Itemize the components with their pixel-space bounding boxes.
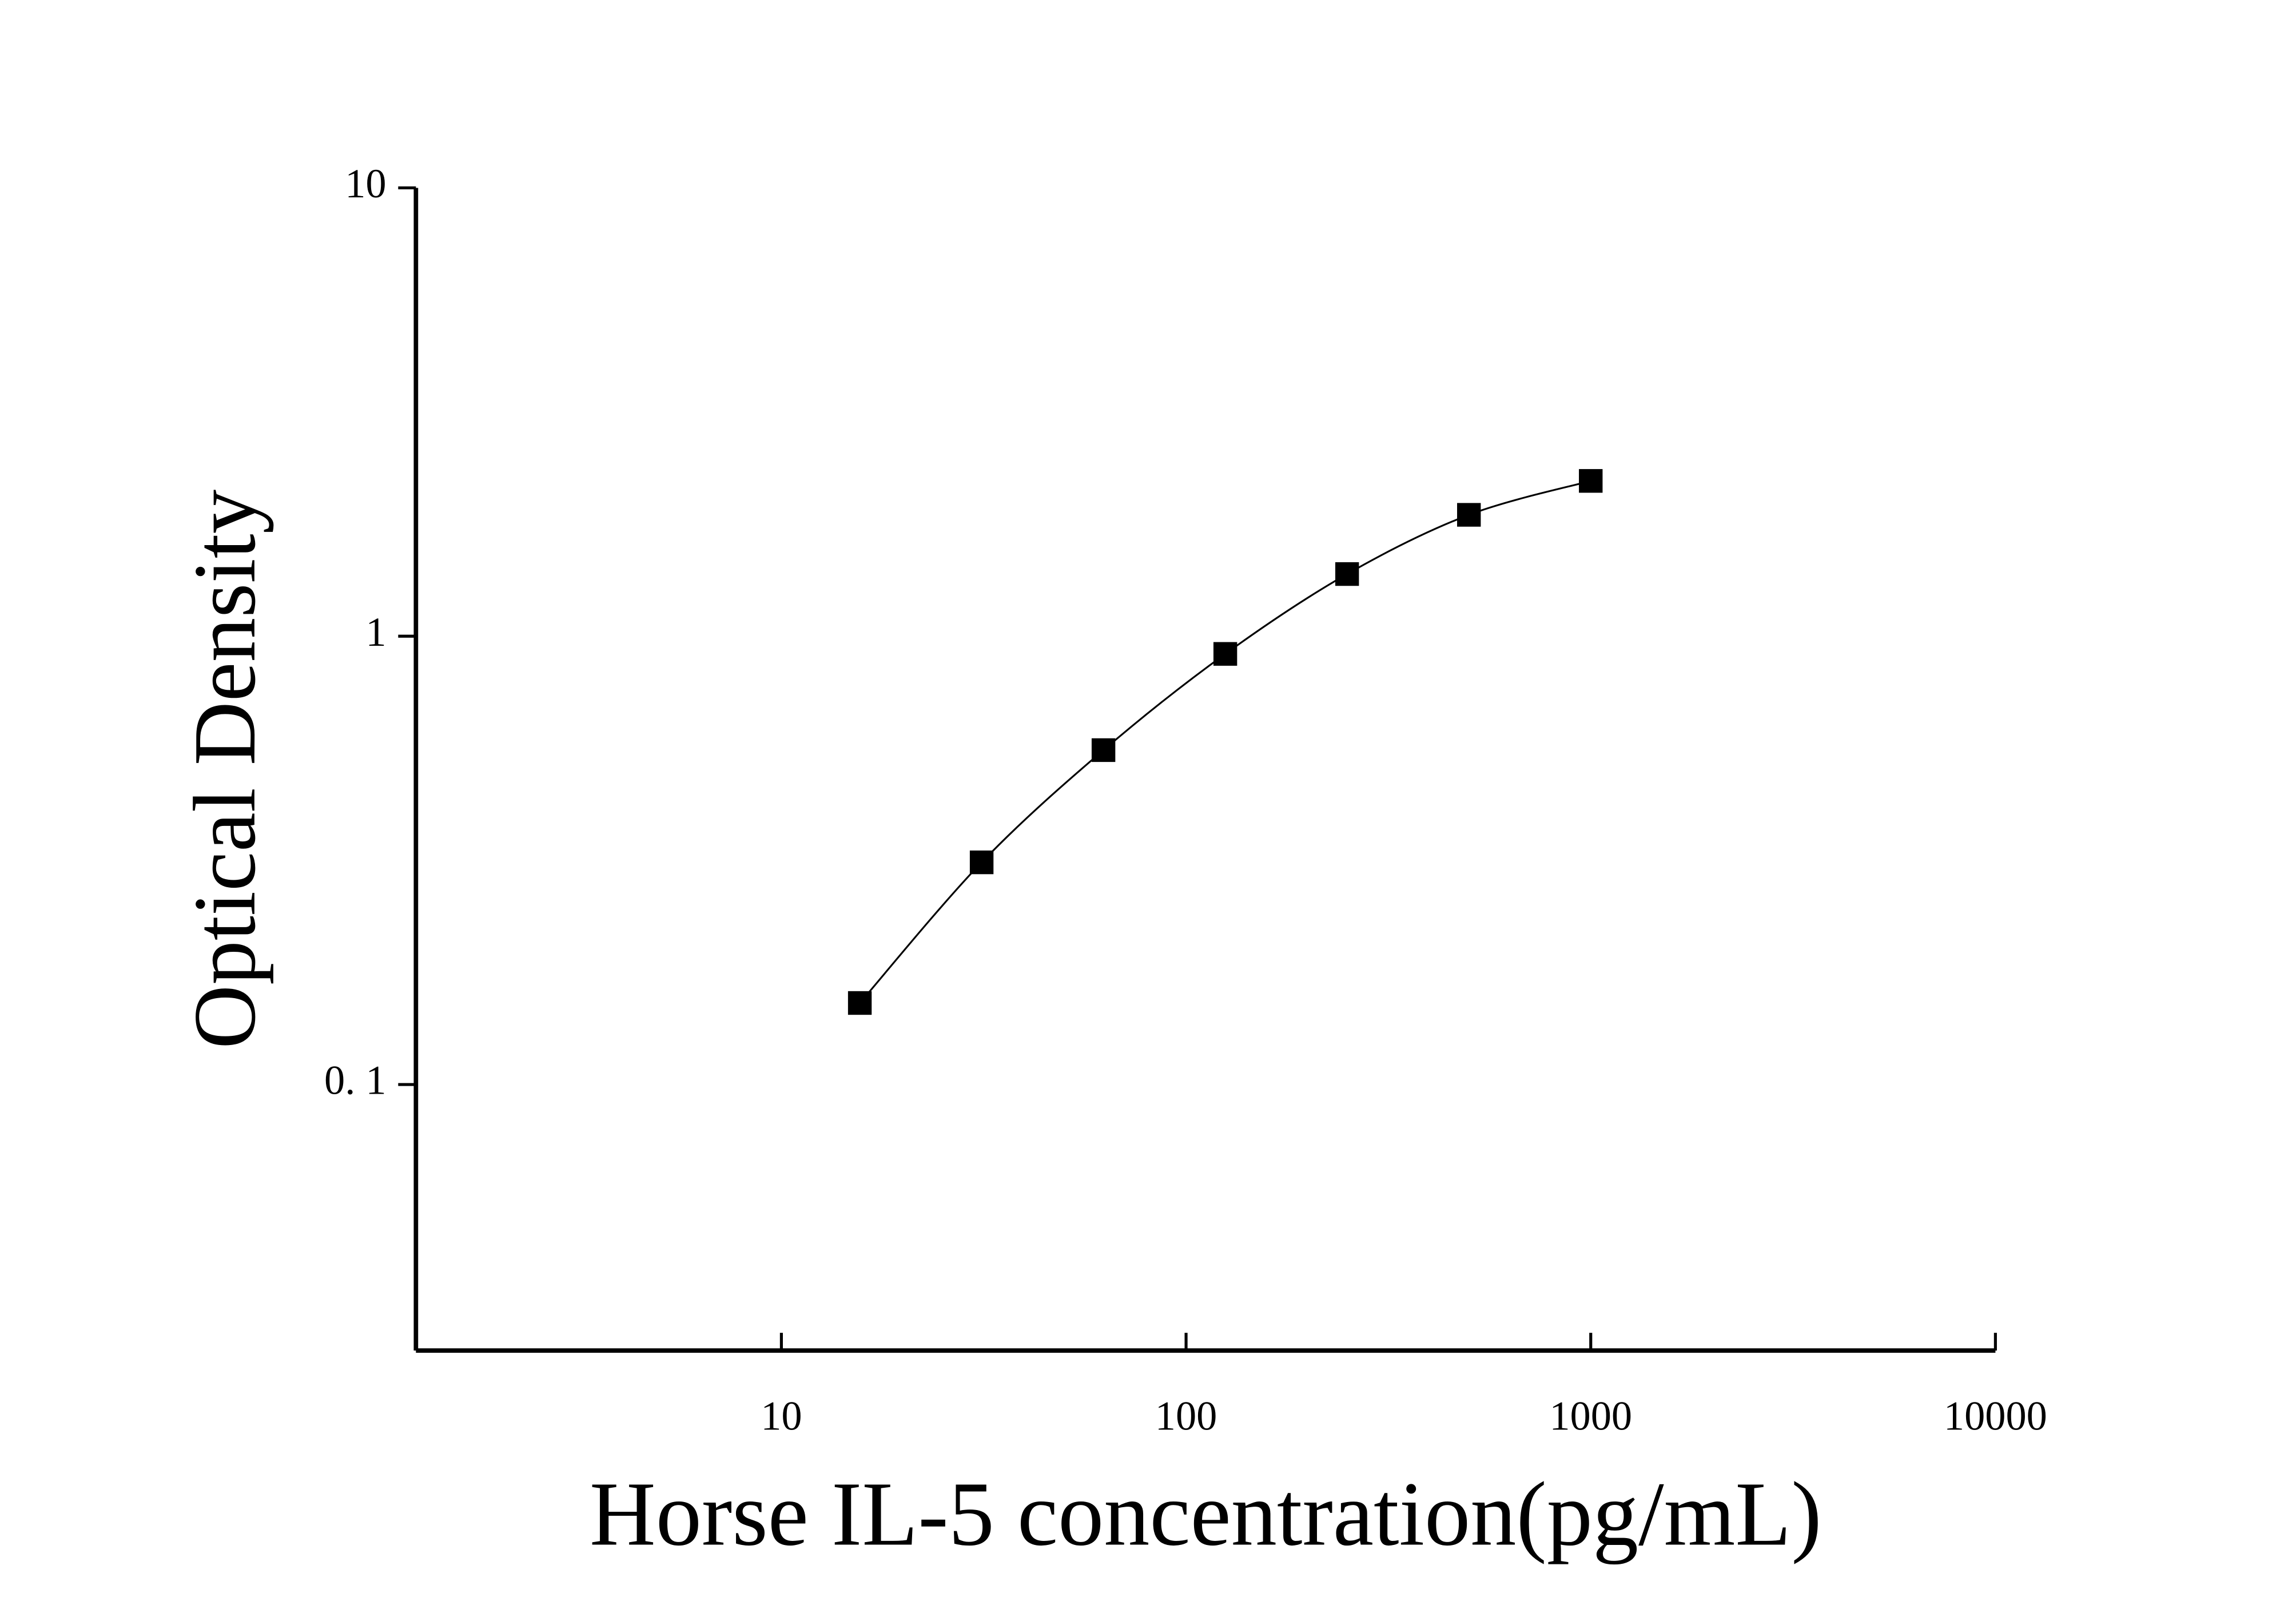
data-point (1579, 469, 1603, 493)
data-point (1335, 562, 1359, 586)
data-point (1457, 503, 1481, 527)
x-tick-label: 10000 (1944, 1392, 2047, 1439)
x-tick-label: 100 (1155, 1392, 1217, 1439)
y-tick-label: 0. 1 (324, 1057, 387, 1103)
y-tick-label: 10 (345, 160, 386, 206)
y-axis-label: Optical Density (176, 490, 274, 1049)
data-point (1091, 738, 1116, 762)
data-point (847, 991, 872, 1015)
data-point (969, 850, 994, 875)
x-axis-label: Horse IL-5 concentration(pg/mL) (590, 1463, 1822, 1565)
x-tick-label: 1000 (1549, 1392, 1632, 1439)
y-tick-label: 1 (365, 609, 386, 655)
data-point (1213, 642, 1237, 666)
x-tick-label: 10 (761, 1392, 802, 1439)
